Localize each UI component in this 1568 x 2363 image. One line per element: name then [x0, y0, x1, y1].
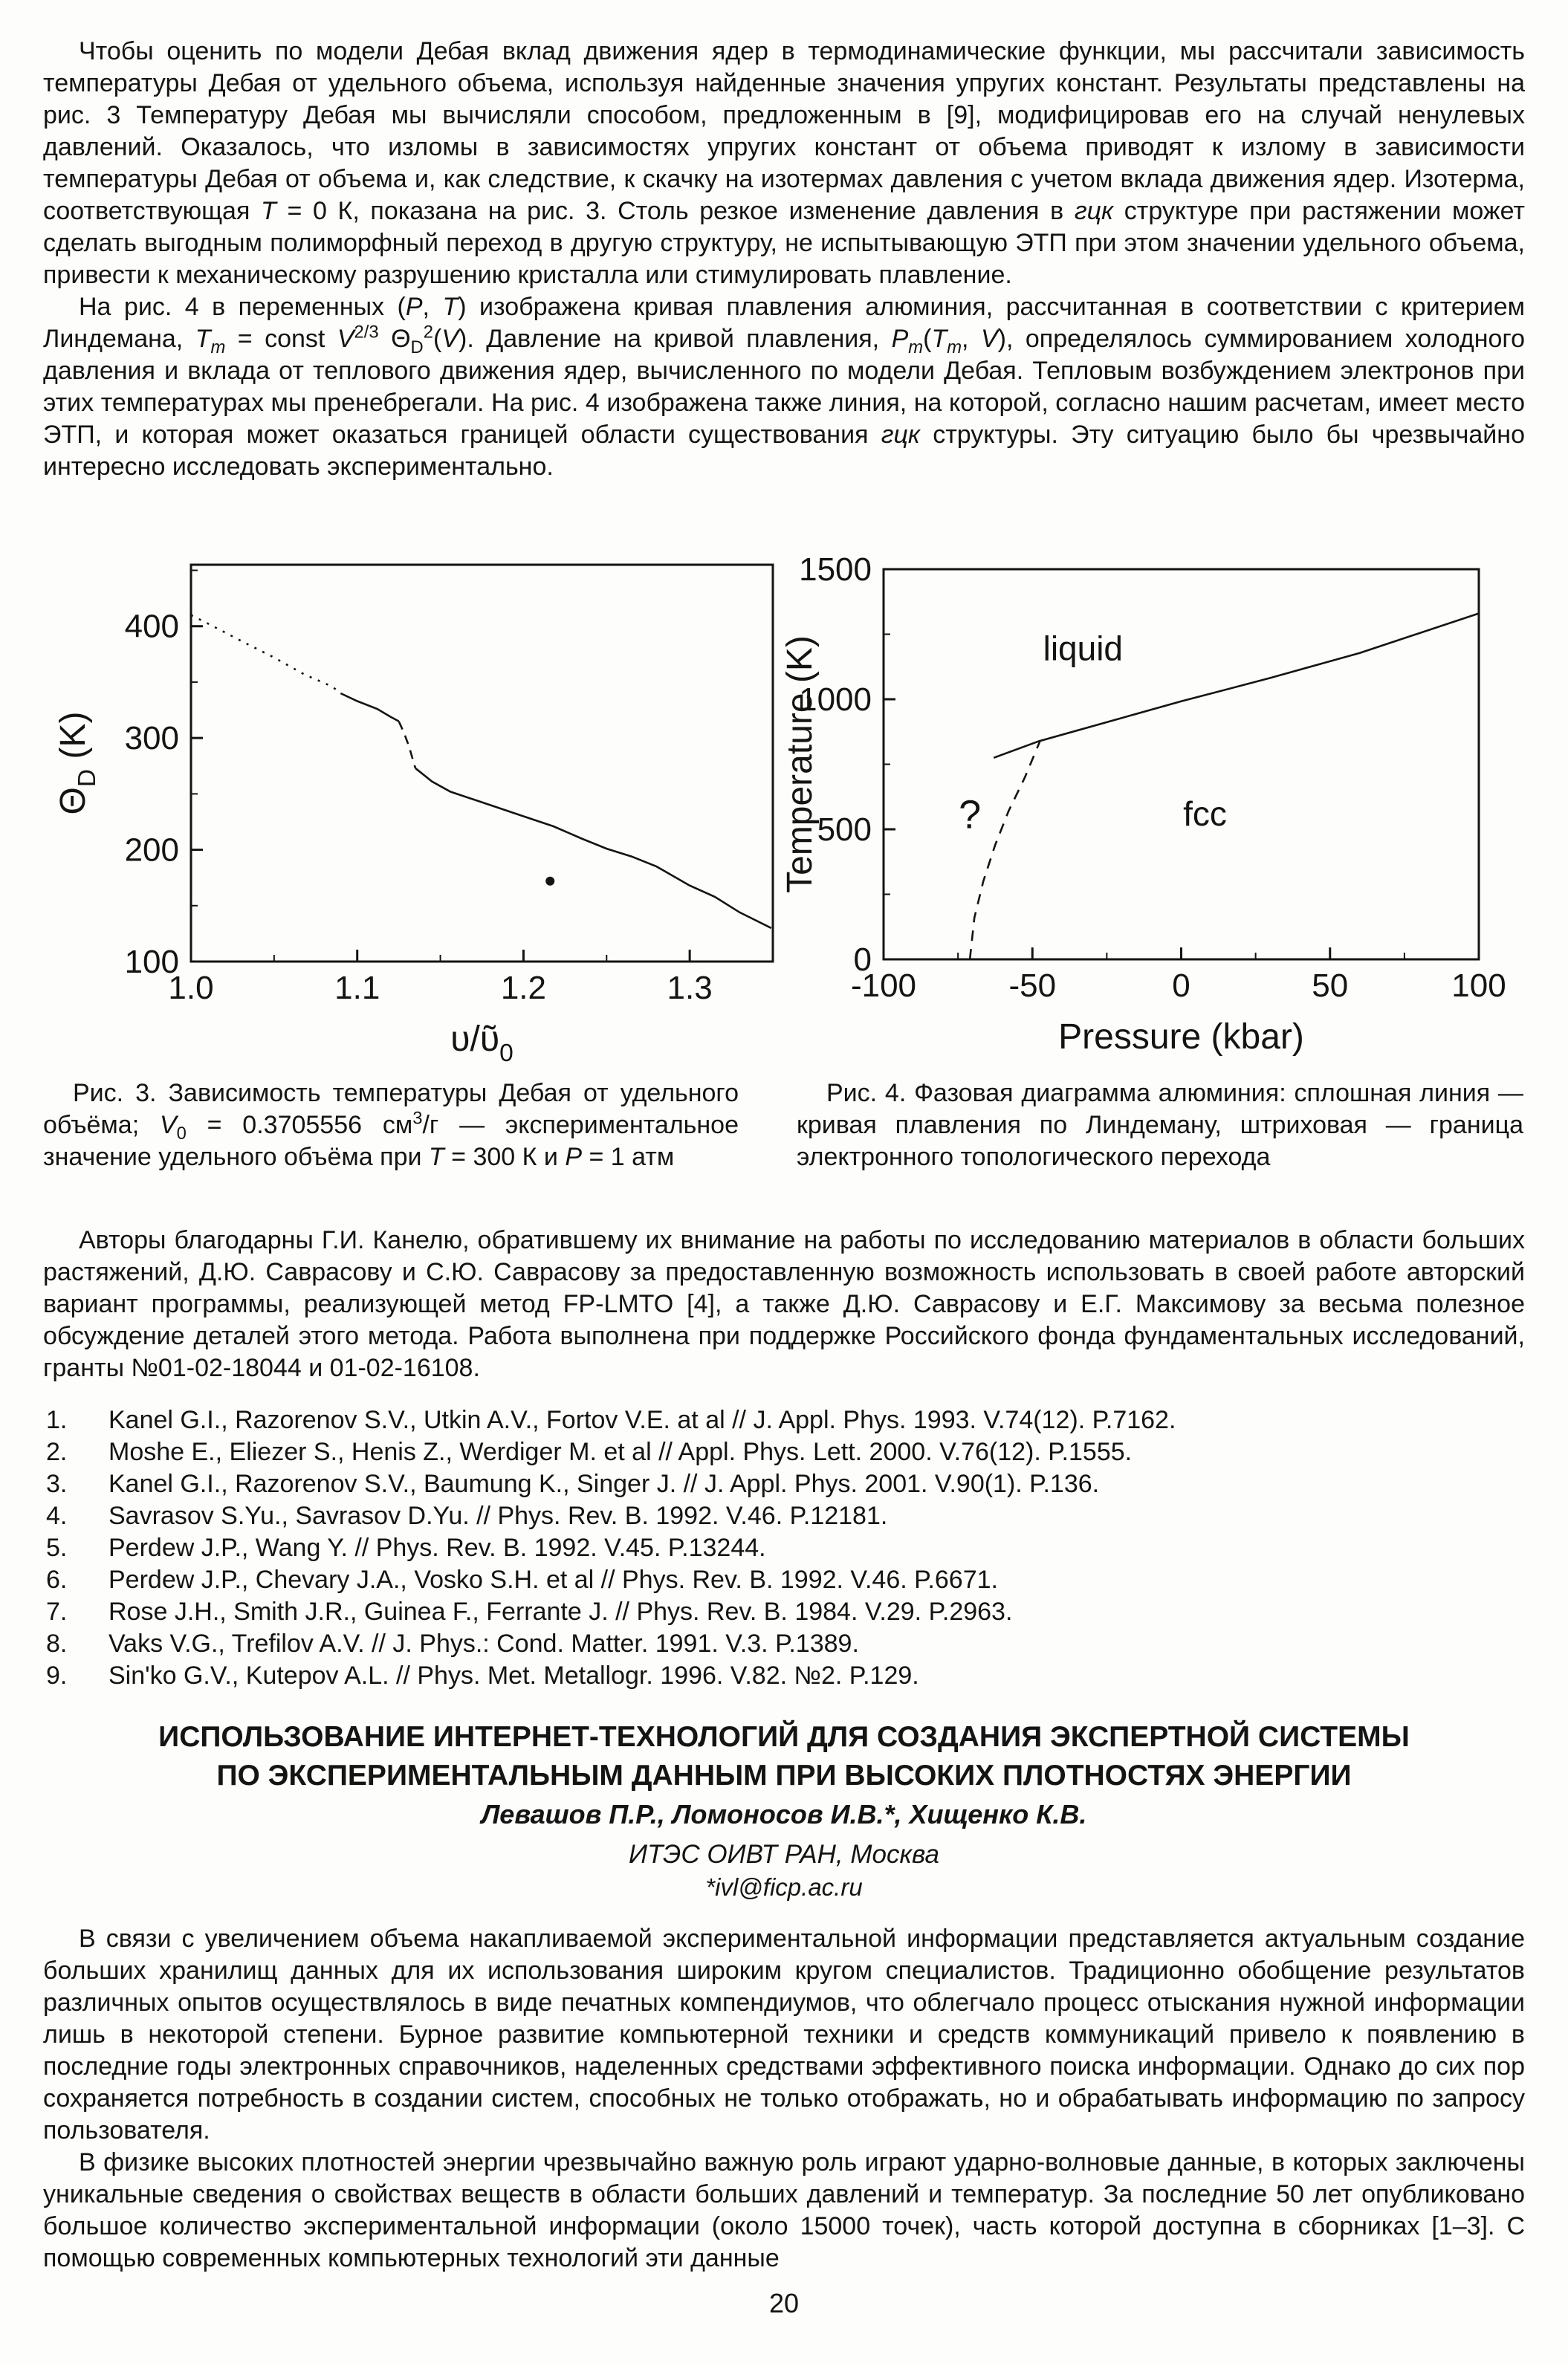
reference-item: 5. Perdew J.P., Wang Y. // Phys. Rev. B. … — [43, 1532, 1525, 1564]
reference-number: 1. — [46, 1406, 68, 1434]
svg-text:400: 400 — [125, 609, 179, 645]
svg-text:-50: -50 — [1008, 967, 1056, 1004]
reference-number: 4. — [46, 1502, 68, 1530]
svg-text:300: 300 — [125, 720, 179, 756]
reference-text: Rose J.H., Smith J.R., Guinea F., Ferran… — [108, 1598, 1013, 1626]
reference-text: Moshe E., Eliezer S., Henis Z., Werdiger… — [108, 1438, 1133, 1466]
reference-item: 8. Vaks V.G., Trefilov A.V. // J. Phys.: … — [43, 1628, 1525, 1660]
svg-text:1500: 1500 — [799, 554, 872, 588]
svg-text:1.2: 1.2 — [501, 970, 546, 1006]
svg-text:υ/ῦ0: υ/ῦ0 — [450, 1020, 514, 1067]
reference-number: 7. — [46, 1598, 68, 1626]
svg-text:fcc: fcc — [1183, 794, 1227, 833]
svg-text:1.0: 1.0 — [168, 970, 213, 1006]
section-body: В связи с увеличением объема накапливаем… — [43, 1923, 1525, 2275]
svg-text:Temperature (K): Temperature (K) — [782, 635, 820, 893]
email-line: *ivl@ficp.ac.ru — [705, 1873, 863, 1901]
svg-text:50: 50 — [1312, 967, 1348, 1004]
authors-line: Левашов П.Р., Ломоносов И.В.*, Хищенко К… — [481, 1799, 1087, 1829]
svg-text:500: 500 — [817, 811, 872, 848]
reference-number: 6. — [46, 1566, 68, 1594]
section-title-line-1: ИСПОЛЬЗОВАНИЕ ИНТЕРНЕТ-ТЕХНОЛОГИЙ ДЛЯ СО… — [158, 1721, 1410, 1753]
reference-text: Sin'ko G.V., Kutepov A.L. // Phys. Met. … — [108, 1662, 919, 1690]
reference-number: 5. — [46, 1534, 68, 1562]
reference-item: 2. Moshe E., Eliezer S., Henis Z., Werdig… — [43, 1436, 1525, 1468]
reference-text: Perdew J.P., Wang Y. // Phys. Rev. B. 19… — [108, 1534, 766, 1562]
reference-item: 4. Savrasov S.Yu., Savrasov D.Yu. // Phys… — [43, 1500, 1525, 1532]
figure-4-caption: Рис. 4. Фазовая диаграмма алюминия: спло… — [797, 1079, 1523, 1171]
svg-text:0: 0 — [854, 941, 872, 978]
reference-text: Savrasov S.Yu., Savrasov D.Yu. // Phys. … — [108, 1502, 888, 1530]
intro-paragraph-2: На рис. 4 в переменных (P, T) изображена… — [43, 293, 1526, 481]
figure-3-caption: Рис. 3. Зависимость температуры Дебая от… — [43, 1079, 739, 1171]
svg-text:100: 100 — [125, 944, 179, 980]
reference-text: Kanel G.I., Razorenov S.V., Baumung K., … — [108, 1470, 1100, 1498]
references-list: 1. Kanel G.I., Razorenov S.V., Utkin A.V.… — [43, 1404, 1525, 1692]
svg-text:Pressure (kbar): Pressure (kbar) — [1058, 1017, 1304, 1057]
reference-number: 9. — [46, 1662, 68, 1690]
section-paragraph-1: В связи с увеличением объема накапливаем… — [43, 1925, 1525, 2145]
section-title-line-2: ПО ЭКСПЕРИМЕНТАЛЬНЫМ ДАННЫМ ПРИ ВЫСОКИХ … — [216, 1760, 1352, 1792]
reference-item: 3. Kanel G.I., Razorenov S.V., Baumung K.… — [43, 1468, 1525, 1500]
acknowledgments-paragraph: Авторы благодарны Г.И. Канелю, обративше… — [43, 1226, 1525, 1382]
intro-paragraph-1: Чтобы оценить по модели Дебая вклад движ… — [43, 37, 1525, 289]
reference-number: 3. — [46, 1470, 68, 1498]
svg-text:liquid: liquid — [1043, 629, 1123, 668]
reference-item: 9. Sin'ko G.V., Kutepov A.L. // Phys. Met… — [43, 1660, 1525, 1692]
reference-number: 2. — [46, 1438, 68, 1466]
figure-4-phase-diagram-chart: -100 -50 0 50 100 0 500 1000 1500 liquid? fcc Press… — [780, 551, 1525, 1074]
svg-text:1.1: 1.1 — [334, 970, 380, 1006]
svg-text:100: 100 — [1451, 967, 1506, 1004]
reference-item: 1. Kanel G.I., Razorenov S.V., Utkin A.V.… — [43, 1404, 1525, 1436]
svg-text:1.3: 1.3 — [667, 970, 713, 1006]
reference-text: Perdew J.P., Chevary J.A., Vosko S.H. et… — [108, 1566, 998, 1594]
reference-text: Kanel G.I., Razorenov S.V., Utkin A.V., … — [108, 1406, 1176, 1434]
page-number: 20 — [768, 2288, 800, 2318]
reference-item: 7. Rose J.H., Smith J.R., Guinea F., Ferr… — [43, 1596, 1525, 1628]
svg-text:200: 200 — [125, 832, 179, 869]
intro-section: Чтобы оценить по модели Дебая вклад движ… — [43, 36, 1525, 483]
reference-number: 8. — [46, 1630, 68, 1658]
section-paragraph-2: В физике высоких плотностей энергии чрез… — [43, 2148, 1525, 2272]
reference-text: Vaks V.G., Trefilov A.V. // J. Phys.: Co… — [108, 1630, 859, 1658]
affiliation-line: ИТЭС ОИВТ РАН, Москва — [629, 1840, 939, 1869]
svg-text:-100: -100 — [851, 967, 916, 1004]
section-title: ИСПОЛЬЗОВАНИЕ ИНТЕРНЕТ-ТЕХНОЛОГИЙ ДЛЯ СО… — [74, 1718, 1494, 1795]
svg-text:1000: 1000 — [799, 681, 872, 718]
figure-3-debye-temperature-chart: 1.0 1.1 1.2 1.3 100 200 300 400 υ/ῦ0 ΘD (K) — [46, 554, 789, 1074]
svg-text:?: ? — [959, 792, 981, 837]
reference-item: 6. Perdew J.P., Chevary J.A., Vosko S.H. … — [43, 1564, 1525, 1596]
svg-text:ΘD (K): ΘD (K) — [54, 712, 101, 815]
svg-text:0: 0 — [1172, 967, 1190, 1004]
